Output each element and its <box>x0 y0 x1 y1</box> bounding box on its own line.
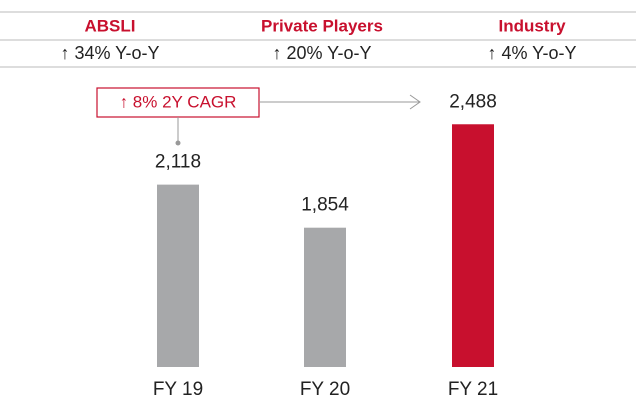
bar <box>452 124 494 368</box>
header-change: ↑ 34% Y-o-Y <box>60 43 159 63</box>
value-label: 2,118 <box>155 152 201 173</box>
bar <box>304 227 346 367</box>
bar <box>157 184 199 367</box>
x-tick-label: FY 21 <box>448 379 498 400</box>
x-tick-label: FY 19 <box>153 379 203 400</box>
value-label: 2,488 <box>449 91 497 112</box>
header-name: ABSLI <box>85 16 136 35</box>
annotation-dot <box>175 140 181 146</box>
header-change: ↑ 20% Y-o-Y <box>272 43 371 63</box>
annotation-arrow-head <box>409 94 421 110</box>
annotation: ↑ 8% 2Y CAGR <box>120 92 237 111</box>
value-label: 1,854 <box>301 195 349 216</box>
header-change: ↑ 4% Y-o-Y <box>487 43 576 63</box>
annotation-box <box>96 87 260 118</box>
x-tick-label: FY 20 <box>300 379 350 400</box>
header-name: Industry <box>498 16 566 35</box>
header-name: Private Players <box>261 16 383 35</box>
